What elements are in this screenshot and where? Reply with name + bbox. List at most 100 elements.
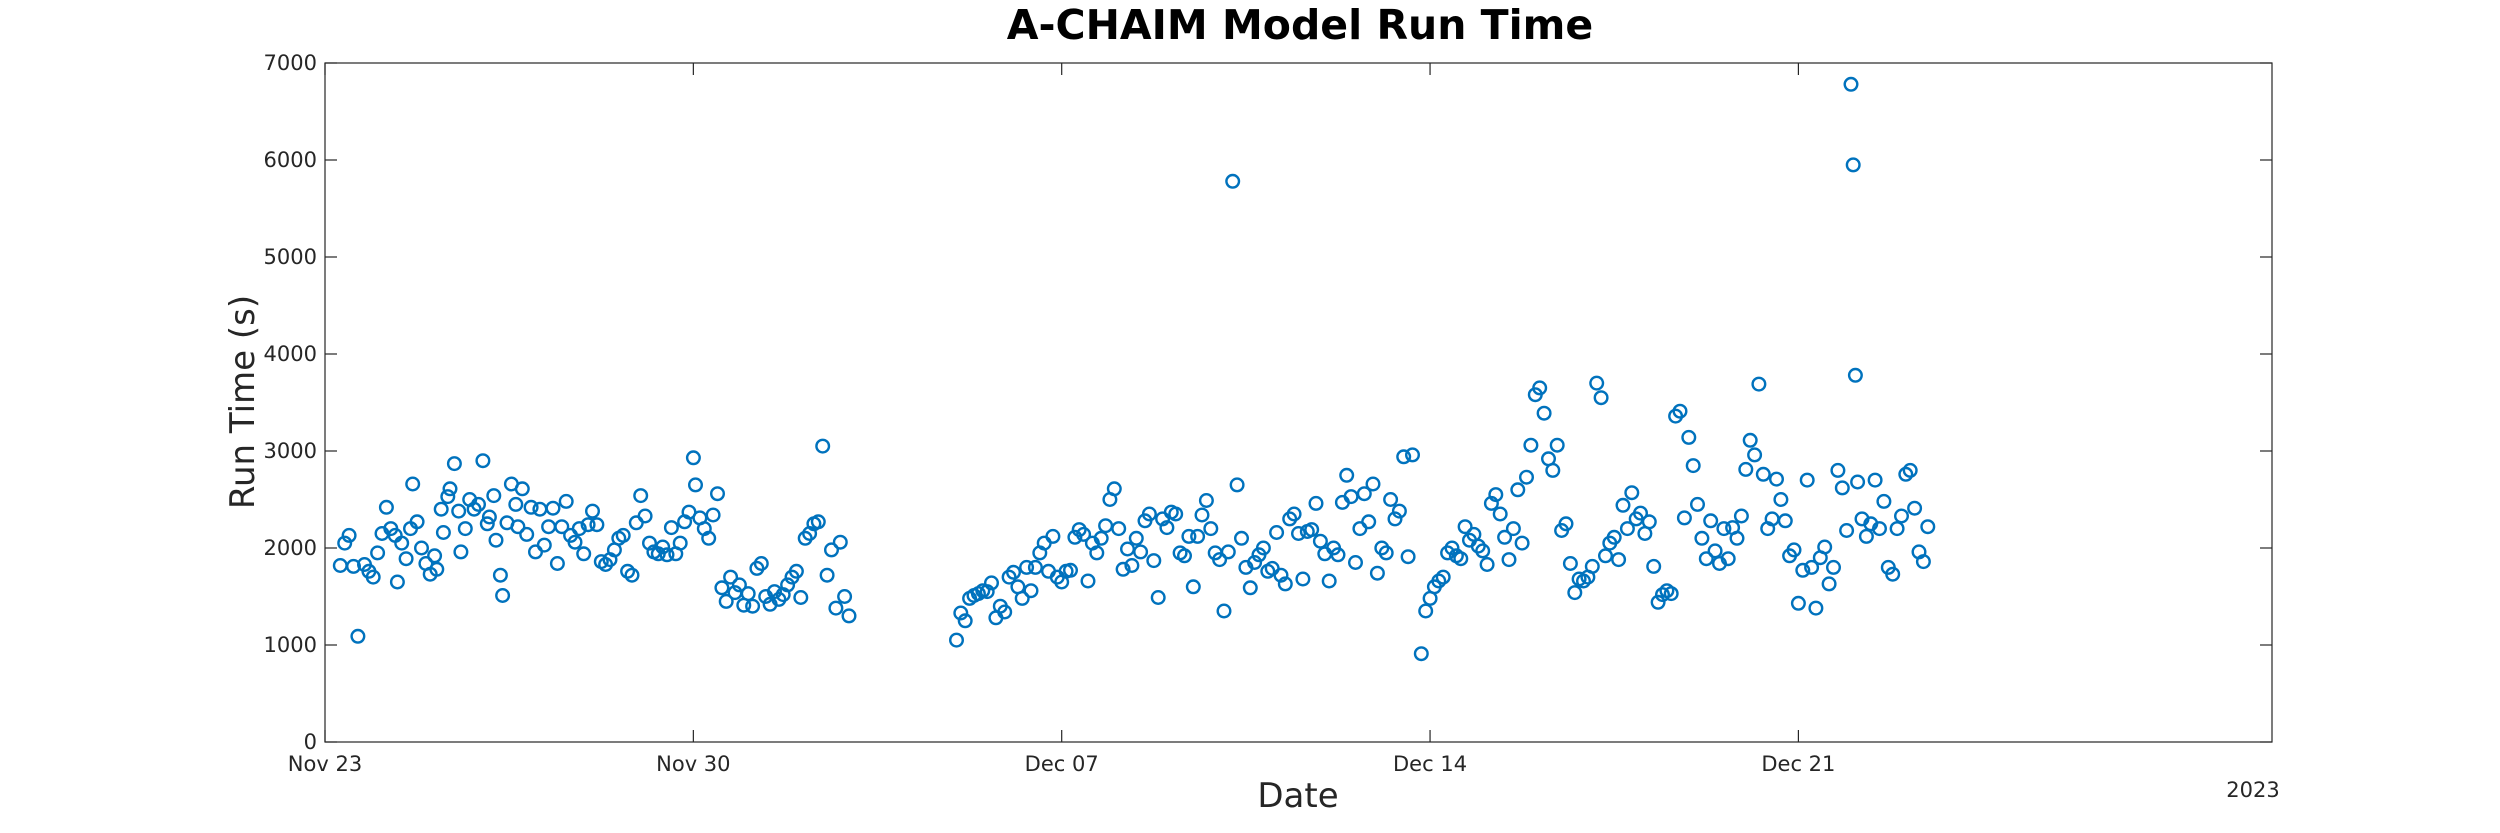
data-point (1567, 585, 1583, 601)
data-point (1672, 403, 1688, 419)
data-point (1492, 506, 1508, 522)
data-point (1295, 571, 1311, 587)
data-point (571, 521, 587, 537)
data-point (528, 544, 544, 560)
data-point (549, 556, 565, 572)
y-tick-label: 3000 (264, 439, 317, 463)
data-point (479, 516, 495, 532)
data-point (780, 577, 796, 593)
data-point (1133, 544, 1149, 560)
data-point (486, 488, 502, 504)
data-point (1850, 474, 1866, 490)
data-point (1549, 437, 1565, 453)
data-point (1330, 547, 1346, 563)
data-point (433, 501, 449, 517)
data-point (1146, 553, 1162, 569)
data-point (1457, 519, 1473, 535)
data-point (1347, 555, 1363, 571)
data-point (1098, 518, 1114, 534)
data-point (1273, 567, 1289, 583)
data-point (1435, 569, 1451, 585)
data-point (1597, 548, 1613, 564)
data-point (1858, 528, 1874, 544)
data-point (488, 532, 504, 548)
data-point (1247, 555, 1263, 571)
data-point (1168, 506, 1184, 522)
data-point (1159, 520, 1175, 536)
data-point (1654, 587, 1670, 603)
data-point (1383, 492, 1399, 508)
data-point (589, 517, 605, 533)
y-tick-label: 5000 (264, 245, 317, 269)
data-series (332, 76, 1936, 662)
data-point (1889, 521, 1905, 537)
y-tick-label: 0 (304, 730, 317, 754)
data-point (740, 586, 756, 602)
data-point (767, 584, 783, 600)
data-point (1685, 458, 1701, 474)
data-point (1378, 545, 1394, 561)
data-point (1361, 514, 1377, 530)
data-point (532, 501, 548, 517)
data-point (1676, 510, 1692, 526)
x-tick-label: Nov 30 (656, 752, 730, 776)
data-point (389, 574, 405, 590)
y-tick-label: 4000 (264, 342, 317, 366)
data-point (1304, 522, 1320, 538)
data-point (1089, 545, 1105, 561)
y-axis-label: Run Time (s) (223, 295, 263, 509)
data-point (1483, 495, 1499, 511)
data-point (337, 535, 353, 551)
chart-title: A-CHAIM Model Run Time (1007, 1, 1593, 49)
x-axis-secondary-label: 2023 (2226, 778, 2279, 802)
data-point (1290, 526, 1306, 542)
x-tick-label: Dec 07 (1025, 752, 1099, 776)
x-axis-label: Date (1257, 776, 1338, 816)
data-point (745, 598, 761, 614)
data-point (1111, 521, 1127, 537)
data-point (1839, 523, 1855, 539)
data-point (1795, 562, 1811, 578)
data-point (1387, 511, 1403, 527)
data-point (1902, 462, 1918, 478)
data-point (731, 577, 747, 593)
data-point (1400, 549, 1416, 565)
data-point (1751, 376, 1767, 392)
data-point (659, 547, 675, 563)
data-point (832, 534, 848, 550)
data-point (1898, 466, 1914, 482)
data-point (979, 584, 995, 600)
data-point (1518, 469, 1534, 485)
data-point (414, 540, 430, 556)
data-point (1773, 492, 1789, 508)
data-point (1413, 646, 1429, 662)
data-point (1006, 564, 1022, 580)
data-point (815, 438, 831, 454)
data-point (370, 545, 386, 561)
data-point (957, 613, 973, 629)
data-point (1845, 157, 1861, 173)
data-point (1575, 573, 1591, 589)
data-point (1391, 503, 1407, 519)
data-point (819, 567, 835, 583)
data-point (685, 450, 701, 466)
data-point (576, 546, 592, 562)
data-point (1606, 529, 1622, 545)
data-point (620, 563, 636, 579)
data-point (1619, 521, 1635, 537)
data-point (580, 517, 596, 533)
data-point (1562, 556, 1578, 572)
data-point (514, 481, 530, 497)
data-point (997, 604, 1013, 620)
data-point (1593, 390, 1609, 406)
data-point (1216, 603, 1232, 619)
data-point (723, 569, 739, 585)
data-point (1808, 600, 1824, 616)
x-tick-label: Dec 14 (1393, 752, 1467, 776)
data-point (1019, 559, 1035, 575)
data-point (1703, 513, 1719, 529)
data-point (663, 520, 679, 536)
data-point (1663, 586, 1679, 602)
data-point (1646, 558, 1662, 574)
data-point (1694, 530, 1710, 546)
